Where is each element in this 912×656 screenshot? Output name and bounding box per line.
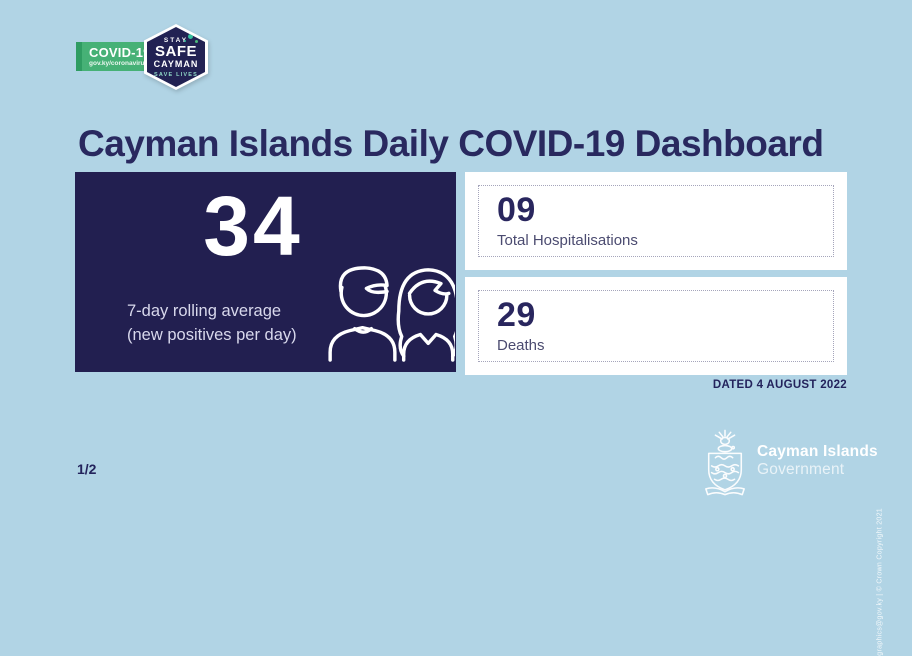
deaths-card-inner: 29 Deaths <box>478 290 834 362</box>
hexagon-border: STAY SAFE CAYMAN SAVE LIVES <box>144 24 208 90</box>
covid19-label: COVID-19 <box>89 44 151 60</box>
rolling-average-label-line2: (new positives per day) <box>127 325 297 344</box>
rolling-average-label: 7-day rolling average (new positives per… <box>127 300 297 348</box>
hex-save-lives-label: SAVE LIVES <box>154 71 198 78</box>
copyright-label: graphics@gov.ky | © Crown Copyright 2021 <box>877 508 884 656</box>
hex-cayman-label: CAYMAN <box>153 58 199 69</box>
coronavirus-url-label: gov.ky/coronavirus <box>89 59 149 67</box>
hospitalisations-card: 09 Total Hospitalisations <box>465 172 847 270</box>
covid19-banner: COVID-19 gov.ky/coronavirus <box>76 42 154 71</box>
rolling-average-value: 34 <box>203 179 303 273</box>
hospitalisations-label: Total Hospitalisations <box>497 231 638 249</box>
decorative-dot-icon <box>184 40 186 42</box>
page-indicator: 1/2 <box>77 461 97 477</box>
logo-cayman-islands-label: Cayman Islands <box>757 443 878 460</box>
dated-label: DATED 4 AUGUST 2022 <box>712 379 847 391</box>
deaths-value: 29 <box>497 296 536 334</box>
stay-safe-hexagon-badge: STAY SAFE CAYMAN SAVE LIVES <box>144 24 208 90</box>
rolling-average-label-line1: 7-day rolling average <box>127 302 282 320</box>
two-people-icon <box>328 266 455 362</box>
hex-safe-label: SAFE <box>154 43 197 61</box>
cayman-government-logo: Cayman Islands Government <box>702 429 878 497</box>
government-logo-text: Cayman Islands Government <box>757 429 878 497</box>
deaths-card: 29 Deaths <box>465 277 847 375</box>
hex-stay-label: STAY <box>163 36 189 44</box>
hexagon-inner: STAY SAFE CAYMAN SAVE LIVES <box>147 27 205 87</box>
coat-of-arms-icon <box>705 429 745 496</box>
decorative-dot-icon <box>195 40 198 43</box>
decorative-dot-icon <box>188 34 193 39</box>
hospitalisations-value: 09 <box>497 191 536 229</box>
hospitalisations-card-inner: 09 Total Hospitalisations <box>478 185 834 257</box>
deaths-label: Deaths <box>497 336 545 354</box>
page-title: Cayman Islands Daily COVID-19 Dashboard <box>78 122 824 164</box>
rolling-average-card: 34 7-day rolling average (new positives … <box>75 172 456 372</box>
logo-government-label: Government <box>757 460 845 478</box>
